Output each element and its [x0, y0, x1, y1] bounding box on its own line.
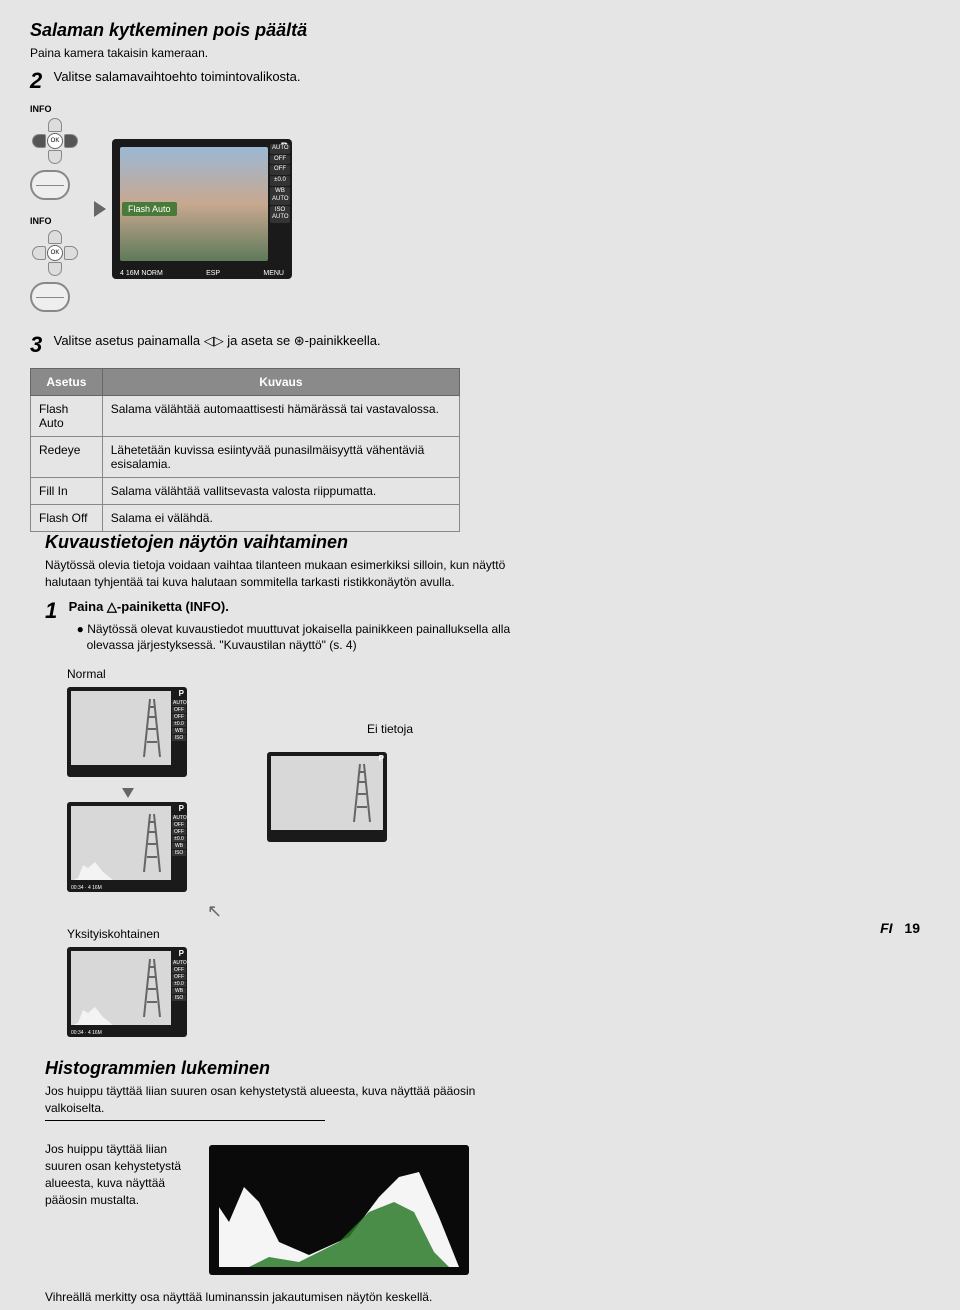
table-row: Flash OffSalama ei välähdä. — [31, 504, 460, 531]
info-label-bottom: INFO — [30, 216, 52, 226]
th-setting: Asetus — [31, 368, 103, 395]
histogram-large — [209, 1145, 469, 1275]
arrow-down-icon — [122, 788, 134, 798]
vf-bottom-right: MENU — [263, 270, 284, 277]
ladder-icon-3 — [352, 762, 372, 822]
ladder-icon — [142, 697, 162, 757]
vf-normal: P AUTOOFFOFF ±0.0WBISO — [67, 687, 187, 777]
no-info-label: Ei tietoja — [367, 721, 413, 738]
vf-no-info: P — [267, 752, 387, 842]
ok-button-icon: OK — [47, 133, 63, 149]
left-title: Salaman kytkeminen pois päältä — [30, 20, 460, 41]
normal-label: Normal — [67, 666, 515, 683]
ladder-icon-2 — [142, 812, 162, 872]
histogram-intro: Jos huippu täyttää liian suuren osan keh… — [45, 1083, 515, 1117]
table-row: Fill InSalama välähtää vallitsevasta val… — [31, 477, 460, 504]
vf-flash-label: Flash Auto — [122, 202, 177, 216]
th-desc: Kuvaus — [102, 368, 459, 395]
table-row: RedeyeLähetetään kuvissa esiintyvää puna… — [31, 436, 460, 477]
histogram-left-note: Jos huippu täyttää liian suuren osan keh… — [45, 1141, 195, 1208]
step-2-text: Valitse salamavaihtoehto toimintovalikos… — [54, 68, 459, 86]
left-subtitle: Paina kamera takaisin kameraan. — [30, 45, 460, 62]
ladder-icon-4 — [142, 957, 162, 1017]
zoom-rocker-top[interactable] — [30, 170, 70, 200]
vf-side-icons: AUTO OFF OFF ±0.0 WB AUTO ISO AUTO — [270, 143, 290, 224]
vf-detailed: P AUTOOFFOFF ±0.0WBISO 00:34 · 4 16M — [67, 947, 187, 1037]
right-intro: Näytössä olevia tietoja voidaan vaihtaa … — [45, 557, 515, 591]
page-footer: FI 19 — [880, 920, 920, 936]
vf-bottom-left: 4 16M NORM — [120, 270, 163, 277]
mini-histogram-icon — [73, 860, 113, 880]
arrow-right-icon — [94, 201, 106, 217]
diag-arrow-icon: ↖ — [207, 901, 222, 921]
right-title: Kuvaustietojen näytön vaihtaminen — [45, 532, 515, 553]
info-label-top: INFO — [30, 104, 52, 114]
mini-histogram-icon-2 — [73, 1005, 113, 1025]
dpad-bottom[interactable]: OK — [30, 228, 80, 278]
table-row: Flash AutoSalama välähtää automaattisest… — [31, 395, 460, 436]
viewfinder-preview: P Flash Auto AUTO OFF OFF ±0.0 WB AUTO I… — [112, 139, 292, 279]
step-3-number: 3 — [30, 332, 50, 358]
flash-settings-table: Asetus Kuvaus Flash AutoSalama välähtää … — [30, 368, 460, 532]
footer-lang: FI — [880, 920, 892, 936]
histogram-bottom-note: Vihreällä merkitty osa näyttää luminanss… — [45, 1289, 515, 1306]
step-3-text: Valitse asetus painamalla ◁▷ ja aseta se… — [54, 332, 459, 350]
footer-page: 19 — [904, 920, 920, 936]
dpad-top[interactable]: OK — [30, 116, 80, 166]
vf-with-histogram: P AUTOOFFOFF ±0.0WBISO 00:34 · 4 16M — [67, 802, 187, 892]
zoom-rocker-bottom[interactable] — [30, 282, 70, 312]
step-1-number: 1 — [45, 598, 65, 624]
detailed-label: Yksityiskohtainen — [67, 926, 515, 943]
histogram-title: Histogrammien lukeminen — [45, 1058, 515, 1079]
step-1-bullet: Näytössä olevat kuvaustiedot muuttuvat j… — [87, 622, 511, 653]
ok-button-icon-2: OK — [47, 245, 63, 261]
step-1-text: Paina △-painiketta (INFO). — [69, 599, 229, 614]
step-2-number: 2 — [30, 68, 50, 94]
vf-bottom-mid: ESP — [206, 270, 220, 277]
